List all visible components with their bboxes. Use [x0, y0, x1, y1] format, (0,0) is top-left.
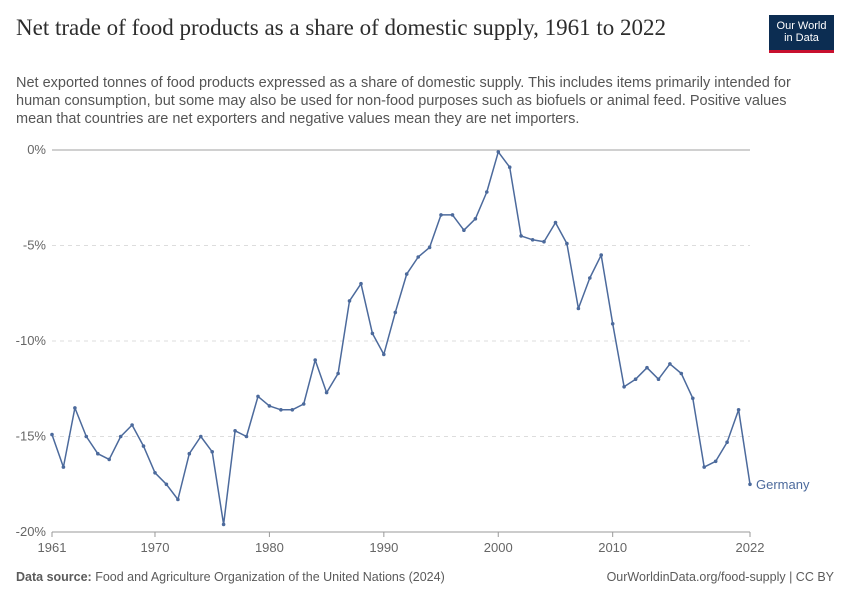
data-point[interactable] — [748, 482, 752, 487]
data-point[interactable] — [416, 255, 421, 259]
axis-layer: 0% -5% -10% -15% -20%1961 1970 1980 1990 2000 201… — [16, 142, 765, 555]
data-point[interactable] — [576, 306, 581, 311]
data-point[interactable] — [359, 281, 363, 286]
data-point[interactable] — [347, 299, 352, 303]
data-point[interactable] — [153, 471, 157, 475]
data-point[interactable] — [542, 239, 546, 244]
data-source: Data source: Food and Agriculture Organi… — [16, 570, 445, 584]
data-point[interactable] — [301, 402, 306, 406]
chart-subtitle: Net exported tonnes of food products exp… — [16, 75, 791, 127]
data-point[interactable] — [496, 150, 501, 154]
data-point[interactable] — [679, 371, 684, 376]
grid-layer — [52, 149, 750, 533]
data-point[interactable] — [244, 434, 249, 439]
data-point[interactable] — [290, 408, 295, 412]
data-point[interactable] — [645, 365, 649, 370]
series-line-germany[interactable] — [51, 151, 751, 526]
data-source-label: Data source: — [16, 570, 92, 584]
x-tick-label: 2000 — [484, 540, 513, 555]
series-layer: Germany — [50, 150, 810, 527]
data-point[interactable] — [519, 234, 523, 238]
data-point[interactable] — [530, 238, 535, 242]
data-point[interactable] — [485, 190, 489, 194]
y-tick-label: -5% — [23, 238, 47, 253]
data-point[interactable] — [256, 394, 260, 399]
data-point[interactable] — [107, 457, 111, 462]
data-point[interactable] — [439, 213, 443, 217]
data-point[interactable] — [599, 253, 603, 257]
data-point[interactable] — [187, 451, 192, 456]
chart-title: Net trade of food products as a share of… — [16, 15, 667, 40]
data-point[interactable] — [370, 331, 375, 336]
y-tick-label: -20% — [16, 524, 47, 539]
data-point[interactable] — [462, 228, 466, 232]
data-point[interactable] — [450, 213, 455, 217]
data-point[interactable] — [118, 434, 123, 439]
data-point[interactable] — [588, 276, 592, 280]
data-point[interactable] — [176, 497, 180, 502]
data-point[interactable] — [141, 444, 146, 448]
data-point[interactable] — [393, 310, 398, 315]
logo-line-1: Our World — [776, 20, 827, 32]
data-point[interactable] — [73, 406, 77, 410]
data-point[interactable] — [691, 396, 695, 401]
data-point[interactable] — [713, 459, 718, 464]
data-point[interactable] — [633, 377, 638, 382]
data-point[interactable] — [313, 358, 318, 362]
data-point[interactable] — [622, 385, 626, 389]
data-point[interactable] — [427, 245, 432, 250]
data-point[interactable] — [404, 272, 409, 276]
footer-attribution[interactable]: OurWorldinData.org/food-supply | CC BY — [606, 570, 834, 584]
x-tick-label: 1970 — [141, 540, 170, 555]
data-point[interactable] — [610, 322, 615, 326]
data-point[interactable] — [210, 450, 214, 454]
x-tick-label: 1961 — [38, 540, 67, 555]
data-point[interactable] — [507, 165, 512, 169]
data-point[interactable] — [279, 408, 283, 412]
data-point[interactable] — [702, 465, 706, 469]
data-point[interactable] — [736, 408, 741, 412]
data-point[interactable] — [221, 522, 226, 527]
data-point[interactable] — [473, 217, 478, 221]
x-tick-label: 1980 — [255, 540, 284, 555]
data-source-link[interactable]: Food and Agriculture Organization of the… — [95, 570, 445, 584]
x-tick-label: 2010 — [598, 540, 627, 555]
data-point[interactable] — [267, 404, 272, 408]
data-point[interactable] — [668, 362, 672, 366]
y-tick-label: -10% — [16, 333, 47, 348]
data-point[interactable] — [61, 465, 66, 469]
y-tick-label: -15% — [16, 429, 47, 444]
data-point[interactable] — [199, 434, 203, 439]
data-point[interactable] — [336, 371, 340, 376]
y-tick-label: 0% — [27, 142, 46, 157]
data-point[interactable] — [130, 423, 134, 427]
data-point[interactable] — [233, 429, 237, 433]
data-point[interactable] — [50, 432, 54, 437]
series-label[interactable]: Germany — [756, 477, 810, 492]
data-point[interactable] — [96, 451, 100, 456]
logo-line-2: in Data — [784, 32, 819, 44]
data-point[interactable] — [84, 434, 89, 439]
data-point[interactable] — [725, 440, 729, 445]
data-point[interactable] — [565, 241, 569, 246]
owid-logo[interactable]: Our World in Data — [769, 15, 834, 53]
data-point[interactable] — [324, 390, 329, 395]
data-point[interactable] — [553, 220, 558, 225]
x-tick-label: 1990 — [369, 540, 398, 555]
data-point[interactable] — [164, 482, 169, 487]
data-point[interactable] — [656, 377, 661, 382]
data-point[interactable] — [382, 352, 386, 357]
x-tick-label: 2022 — [736, 540, 765, 555]
